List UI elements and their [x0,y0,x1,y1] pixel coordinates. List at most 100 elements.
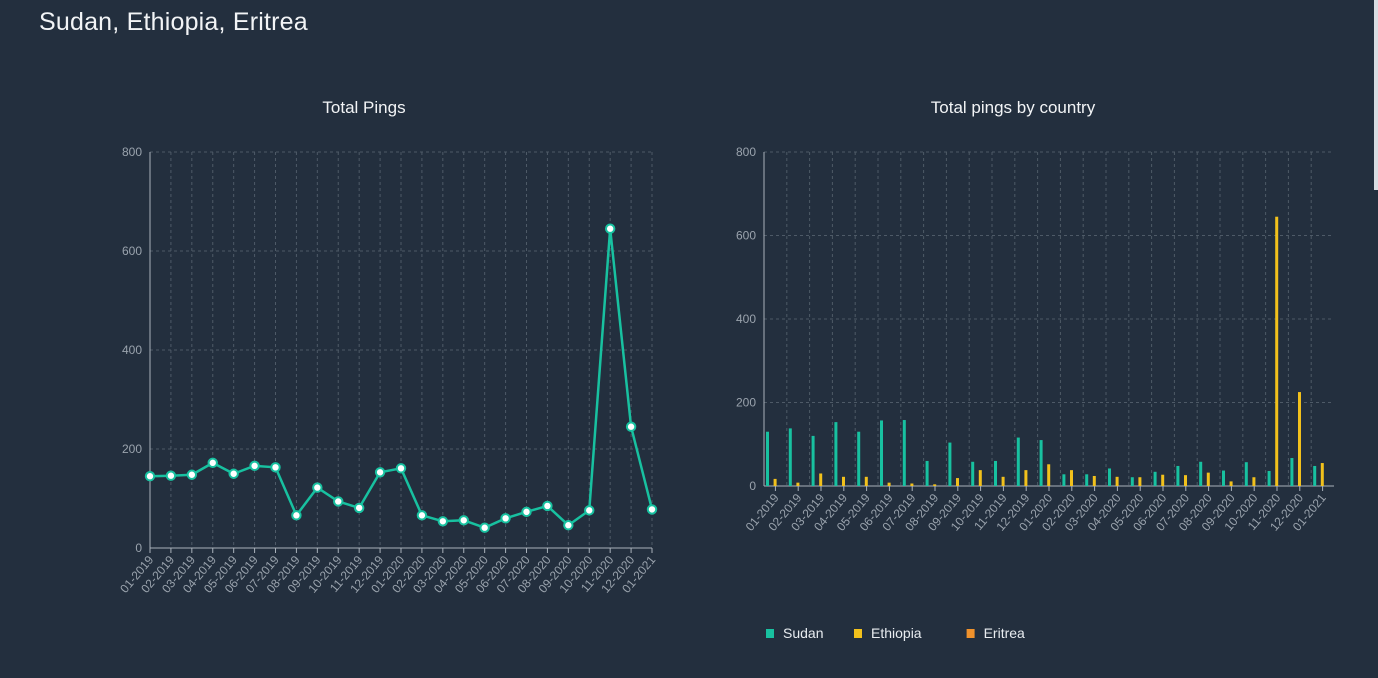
bar-sudan[interactable] [1153,471,1157,486]
bar-sudan[interactable] [811,435,815,486]
bar-ethiopia[interactable] [933,484,937,486]
data-point[interactable] [625,421,637,432]
data-point[interactable] [521,506,532,518]
data-point[interactable] [437,516,449,527]
bar-ethiopia[interactable] [1298,392,1301,486]
bar-sudan[interactable] [766,431,769,486]
data-point[interactable] [228,468,239,479]
bar-ethiopia[interactable] [910,483,914,486]
data-point[interactable] [186,469,198,480]
bar-ethiopia[interactable] [1206,472,1210,486]
data-point[interactable] [458,515,469,526]
bar-ethiopia[interactable] [1275,216,1279,486]
data-point[interactable] [333,496,344,507]
legend-label: Sudan [783,625,823,641]
y-tick-label: 400 [736,312,756,326]
bar-ethiopia[interactable] [1047,464,1051,486]
bar-sudan[interactable] [1222,470,1225,486]
legend-label: Eritrea [984,625,1025,641]
bar-ethiopia[interactable] [1070,470,1073,486]
data-point[interactable] [270,462,281,473]
data-point[interactable] [563,520,574,531]
y-tick-label: 600 [736,229,756,243]
y-tick-label: 800 [736,145,756,159]
bar-sudan[interactable] [1016,437,1020,486]
bar-sudan[interactable] [1244,462,1248,486]
bar-ethiopia[interactable] [842,476,845,486]
y-tick-label: 200 [736,396,756,410]
chart-title-total-pings: Total Pings [322,98,406,117]
bar-sudan[interactable] [1199,461,1203,486]
data-point[interactable] [542,500,553,512]
data-point[interactable] [500,513,511,524]
page-title: Sudan, Ethiopia, Eritrea [39,8,308,36]
bar-ethiopia[interactable] [796,482,800,486]
bar-sudan[interactable] [1085,474,1089,486]
data-point[interactable] [312,482,323,493]
bar-ethiopia[interactable] [1001,476,1005,486]
bar-sudan[interactable] [1290,458,1294,486]
data-point[interactable] [291,510,302,521]
legend-item-ethiopia[interactable]: Ethiopia [854,625,922,641]
data-point[interactable] [353,502,365,514]
bar-ethiopia[interactable] [1024,470,1028,486]
bar-sudan[interactable] [1130,477,1134,486]
bar-ethiopia[interactable] [773,478,777,486]
bar-sudan[interactable] [880,420,883,486]
bar-sudan[interactable] [788,428,792,486]
bar-sudan[interactable] [994,460,997,486]
data-point[interactable] [374,467,386,478]
data-point[interactable] [479,522,490,533]
bar-ethiopia[interactable] [1161,474,1165,486]
data-point[interactable] [165,470,177,481]
bar-sudan[interactable] [1039,440,1043,486]
y-tick-label: 400 [122,343,142,357]
legend-swatch [966,629,975,638]
bar-ethiopia[interactable] [978,470,982,486]
legend-item-eritrea[interactable]: Eritrea [966,625,1025,641]
bar-ethiopia[interactable] [887,482,891,486]
bar-sudan[interactable] [925,460,929,486]
bar-sudan[interactable] [857,431,861,486]
data-point[interactable] [604,223,616,234]
legend-swatch [854,629,862,638]
bar-ethiopia[interactable] [1092,475,1096,486]
bar-sudan[interactable] [1108,468,1111,486]
data-point[interactable] [207,457,218,469]
chart-title-pings-by-country: Total pings by country [930,98,1096,117]
bar-ethiopia[interactable] [819,473,823,486]
bar-sudan[interactable] [971,461,975,486]
bar-ethiopia[interactable] [1115,476,1119,486]
bar-sudan[interactable] [1267,470,1271,486]
bar-sudan[interactable] [948,442,952,486]
bar-sudan[interactable] [834,422,838,486]
bar-ethiopia[interactable] [1252,477,1256,486]
data-point[interactable] [395,463,407,474]
y-tick-label: 800 [122,145,142,159]
y-tick-label: 600 [122,244,142,258]
data-point[interactable] [144,471,156,482]
bar-ethiopia[interactable] [1229,481,1233,486]
y-tick-label: 0 [135,541,142,555]
bar-ethiopia[interactable] [1320,463,1324,486]
total-pings-chart: 020040060080001-201902-201903-201904-201… [117,145,658,596]
bar-sudan[interactable] [902,420,906,486]
legend-label: Ethiopia [871,625,922,641]
legend-item-sudan[interactable]: Sudan [766,625,823,641]
data-point[interactable] [584,505,595,516]
bar-ethiopia[interactable] [864,476,868,486]
bar-ethiopia[interactable] [1184,475,1187,486]
data-point[interactable] [416,510,428,521]
pings-by-country-chart: 020040060080001-201902-201903-201904-201… [736,145,1334,641]
scrollbar[interactable] [1374,0,1378,190]
legend-swatch [766,629,774,638]
data-point[interactable] [249,460,260,472]
data-point[interactable] [646,504,658,515]
bar-sudan[interactable] [1313,465,1317,486]
bar-sudan[interactable] [1176,465,1180,486]
bar-ethiopia[interactable] [956,478,959,486]
y-tick-label: 200 [122,442,142,456]
bar-ethiopia[interactable] [1138,477,1142,486]
bar-sudan[interactable] [1062,474,1066,486]
